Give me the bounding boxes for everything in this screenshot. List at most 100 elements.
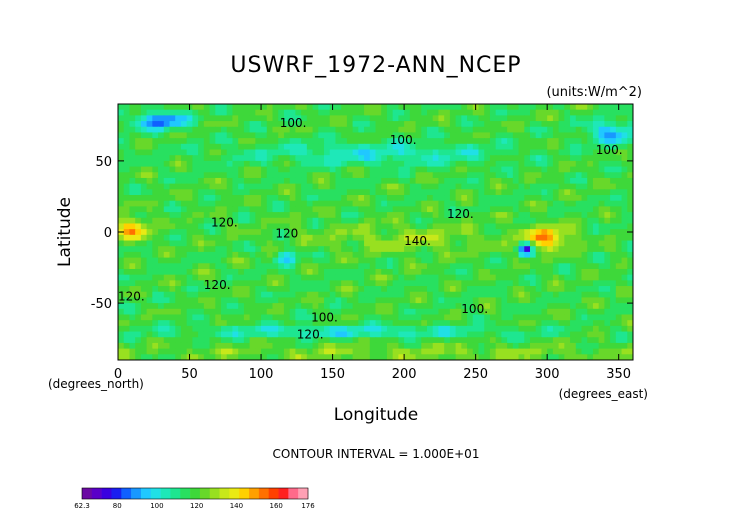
field-cell	[306, 246, 314, 253]
field-cell	[489, 354, 497, 360]
field-cell	[409, 166, 417, 173]
field-cell	[558, 172, 565, 179]
field-cell	[530, 177, 537, 185]
field-cell	[404, 342, 411, 350]
field-cell	[541, 212, 548, 219]
field-cell	[221, 297, 228, 304]
field-cell	[364, 143, 371, 151]
field-cell	[575, 109, 583, 116]
field-cell	[266, 115, 274, 122]
field-cell	[175, 251, 182, 259]
field-cell	[461, 115, 468, 122]
field-cell	[255, 251, 262, 259]
field-cell	[467, 291, 474, 299]
field-cell	[518, 291, 525, 299]
field-cell	[427, 297, 434, 304]
field-cell	[432, 212, 440, 219]
field-cell	[312, 149, 319, 156]
field-cell	[266, 337, 274, 344]
field-cell	[135, 200, 142, 207]
field-cell	[415, 160, 422, 168]
colorbar-swatch	[190, 488, 201, 499]
field-cell	[552, 115, 560, 122]
field-cell	[518, 183, 525, 190]
field-cell	[158, 138, 165, 145]
field-cell	[364, 268, 371, 276]
field-cell	[369, 109, 377, 116]
field-cell	[495, 166, 502, 173]
field-cell	[272, 189, 279, 196]
field-cell	[381, 104, 388, 111]
field-cell	[198, 320, 205, 327]
field-cell	[324, 183, 331, 190]
field-cell	[198, 303, 205, 310]
field-cell	[358, 115, 365, 122]
field-cell	[140, 126, 148, 134]
field-cell	[575, 177, 583, 185]
field-cell	[627, 149, 633, 156]
field-cell	[346, 354, 354, 360]
field-cell	[409, 217, 417, 225]
field-cell	[249, 268, 256, 276]
field-cell	[341, 286, 348, 293]
field-cell	[598, 149, 605, 156]
field-cell	[198, 177, 205, 185]
field-cell	[610, 104, 617, 111]
field-cell	[306, 189, 314, 196]
field-cell	[146, 286, 153, 293]
field-cell	[175, 229, 182, 236]
field-cell	[581, 354, 588, 360]
field-cell	[146, 257, 153, 264]
field-cell	[564, 160, 571, 168]
field-cell	[610, 268, 617, 276]
field-cell	[575, 251, 583, 259]
field-cell	[209, 263, 216, 270]
field-cell	[570, 308, 577, 316]
field-cell	[489, 200, 497, 207]
field-cell	[163, 251, 171, 259]
field-cell	[186, 217, 193, 225]
field-cell	[495, 143, 502, 151]
field-cell	[449, 240, 457, 247]
colorbar-swatch	[199, 488, 211, 499]
field-cell	[421, 160, 428, 168]
field-cell	[129, 297, 136, 304]
field-cell	[192, 195, 199, 202]
field-cell	[587, 177, 594, 185]
field-cell	[467, 274, 474, 281]
field-cell	[421, 126, 428, 134]
field-cell	[375, 234, 382, 242]
field-cell	[152, 121, 159, 128]
field-cell	[221, 234, 228, 242]
field-cell	[604, 115, 611, 122]
field-cell	[283, 223, 291, 230]
field-cell	[186, 160, 193, 168]
field-cell	[358, 183, 365, 190]
field-cell	[135, 297, 142, 304]
field-cell	[512, 331, 520, 338]
field-cell	[541, 274, 548, 281]
field-cell	[518, 268, 525, 276]
field-cell	[312, 348, 319, 355]
field-cell	[232, 200, 239, 207]
field-cell	[135, 257, 142, 264]
field-cell	[209, 212, 216, 219]
field-cell	[146, 200, 153, 207]
field-cell	[627, 195, 633, 202]
field-cell	[352, 200, 359, 207]
field-cell	[289, 109, 296, 116]
field-cell	[375, 177, 382, 185]
field-cell	[421, 115, 428, 122]
field-cell	[604, 342, 611, 350]
field-cell	[398, 240, 405, 247]
field-cell	[306, 263, 314, 270]
field-cell	[135, 286, 142, 293]
field-cell	[152, 200, 159, 207]
field-cell	[346, 234, 354, 242]
field-cell	[570, 115, 577, 122]
field-cell	[564, 189, 571, 196]
field-cell	[507, 234, 514, 242]
field-cell	[455, 320, 462, 327]
field-cell	[238, 291, 245, 299]
field-cell	[146, 143, 153, 151]
